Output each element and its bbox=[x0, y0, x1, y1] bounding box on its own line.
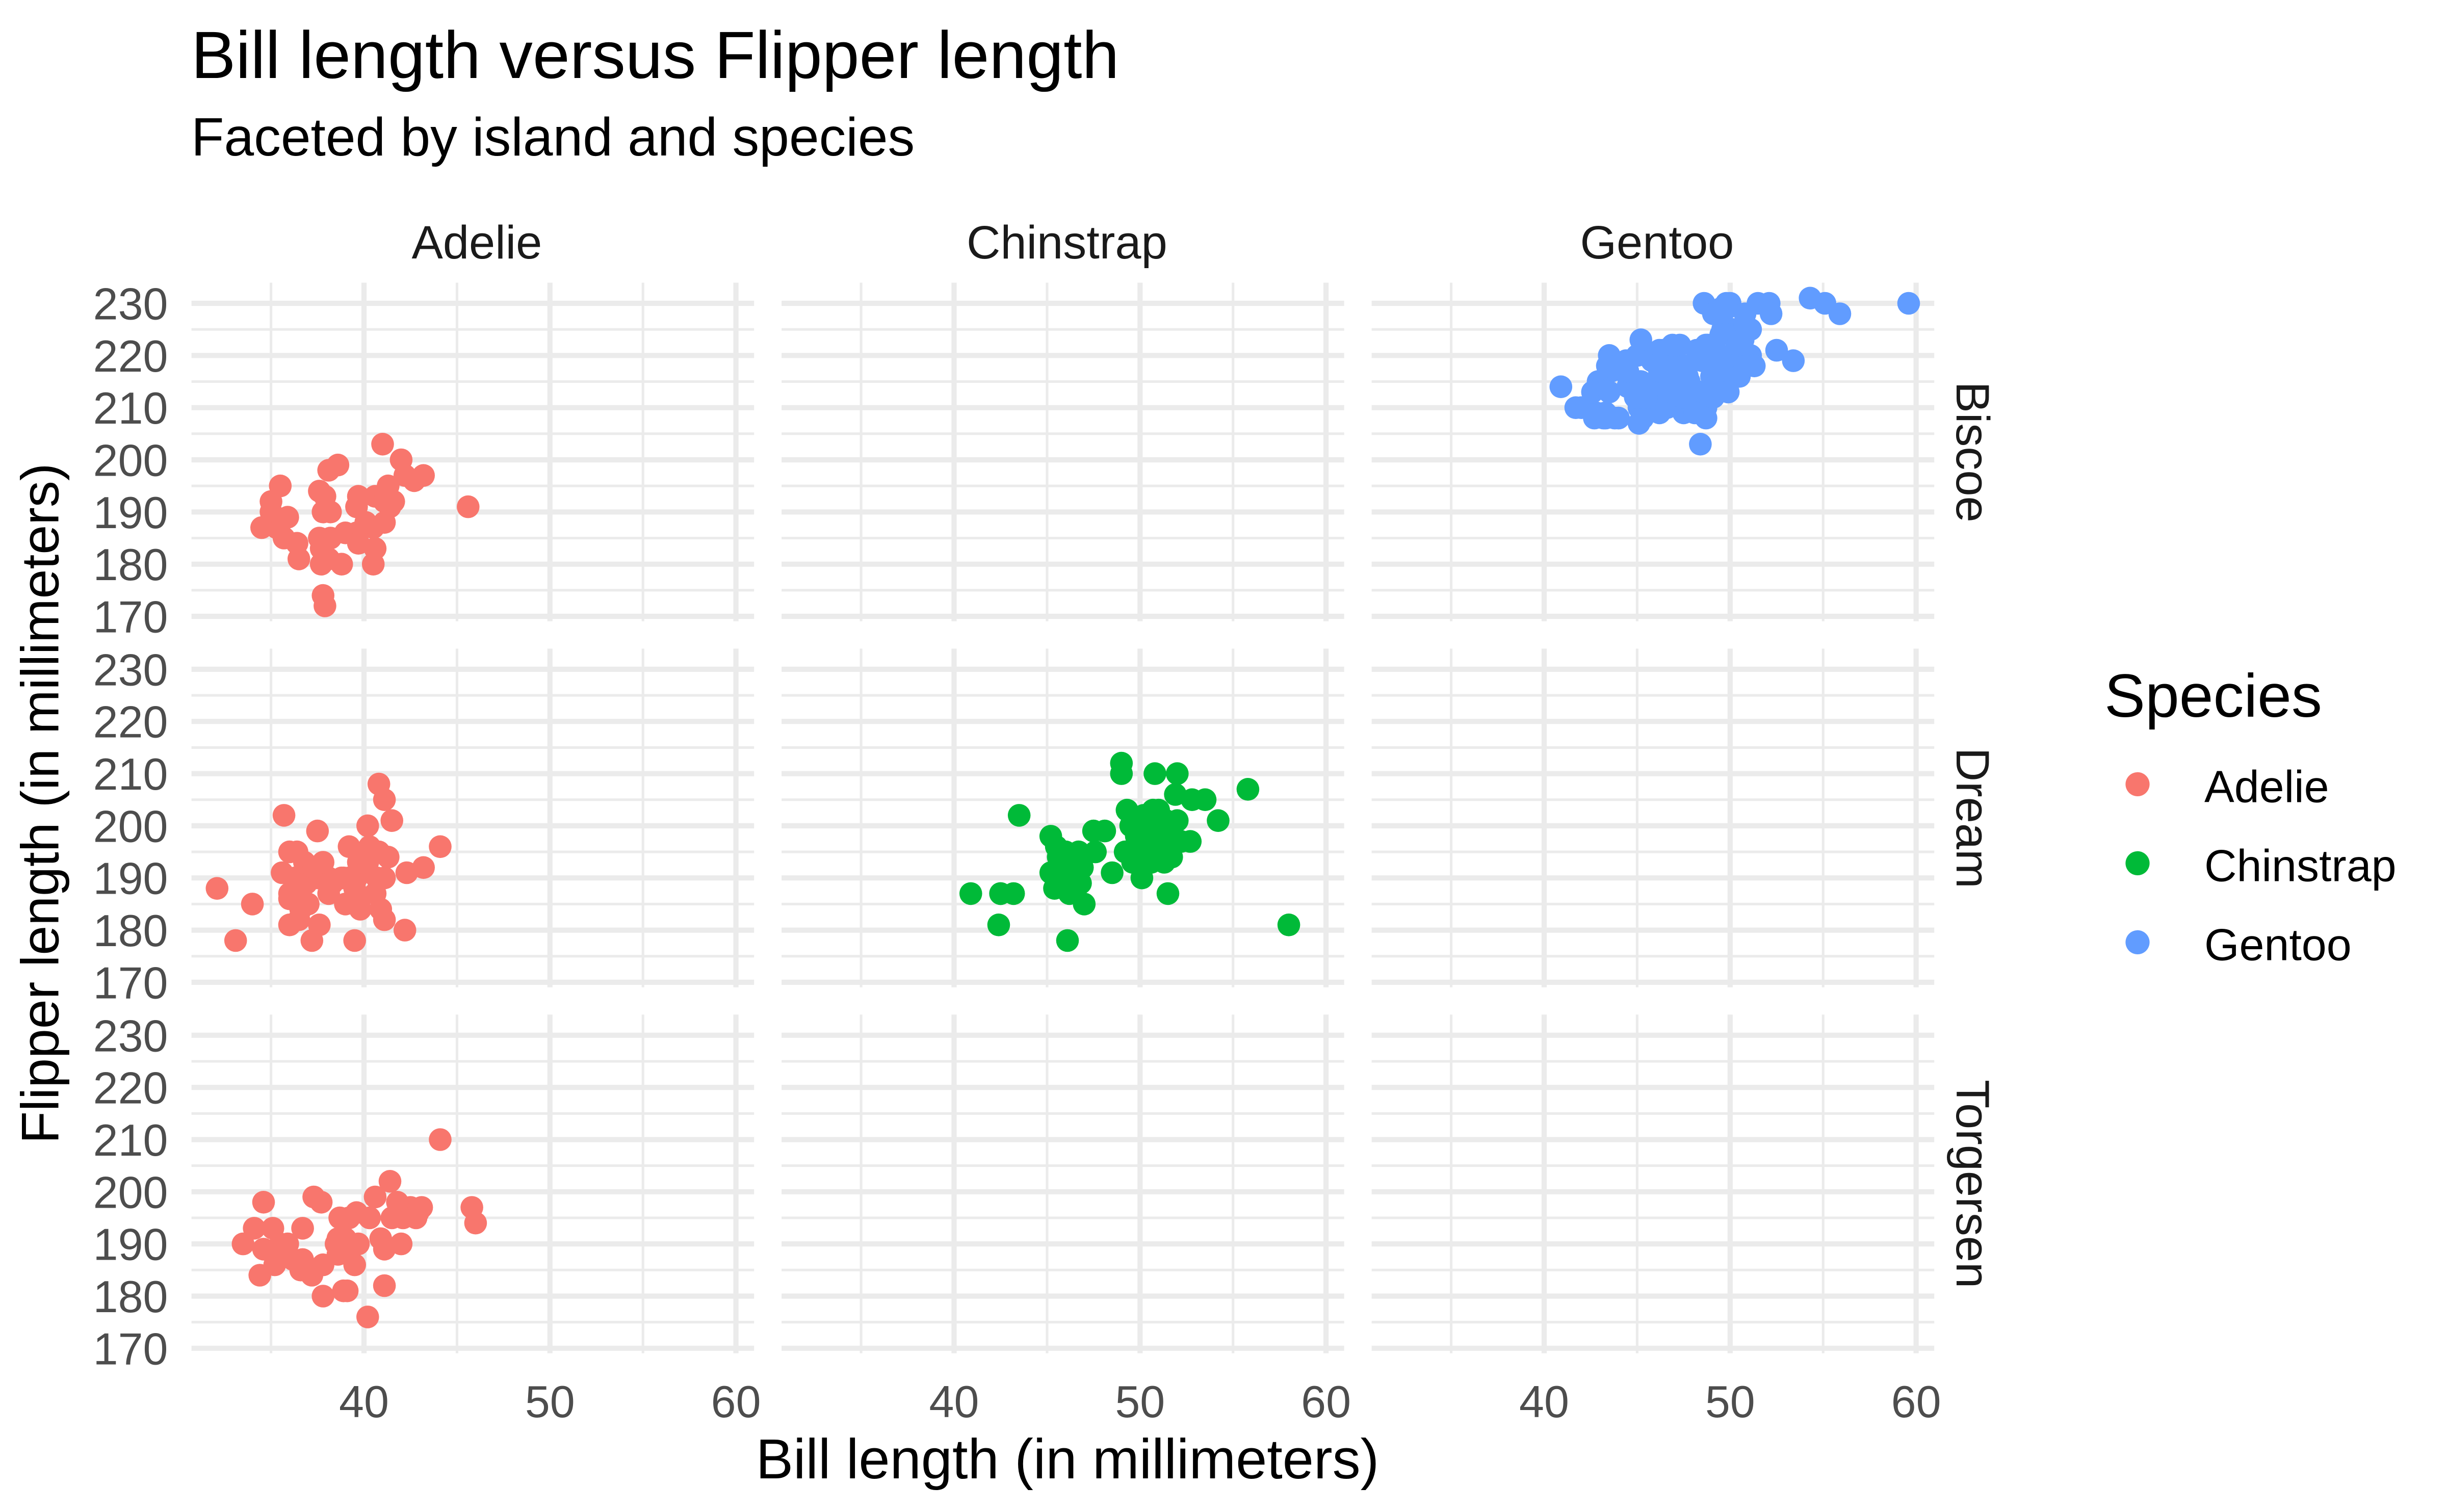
svg-text:50: 50 bbox=[1705, 1376, 1755, 1427]
svg-text:210: 210 bbox=[93, 749, 168, 799]
svg-text:40: 40 bbox=[339, 1376, 389, 1427]
svg-text:Biscoe: Biscoe bbox=[1946, 382, 1998, 523]
svg-text:Faceted by island and species: Faceted by island and species bbox=[191, 107, 915, 167]
svg-text:230: 230 bbox=[93, 1010, 168, 1061]
svg-text:Gentoo: Gentoo bbox=[2204, 919, 2352, 970]
svg-text:Bill length versus Flipper len: Bill length versus Flipper length bbox=[191, 17, 1119, 92]
svg-text:Adelie: Adelie bbox=[2204, 761, 2329, 812]
svg-text:190: 190 bbox=[93, 853, 168, 904]
svg-text:220: 220 bbox=[93, 697, 168, 747]
svg-text:220: 220 bbox=[93, 1063, 168, 1113]
svg-text:200: 200 bbox=[93, 801, 168, 851]
svg-text:Dream: Dream bbox=[1946, 748, 1998, 889]
svg-text:60: 60 bbox=[1891, 1376, 1941, 1427]
svg-text:180: 180 bbox=[93, 905, 168, 956]
svg-text:Chinstrap: Chinstrap bbox=[967, 217, 1167, 269]
svg-text:230: 230 bbox=[93, 644, 168, 695]
svg-text:Torgersen: Torgersen bbox=[1946, 1080, 1998, 1288]
svg-text:210: 210 bbox=[93, 1115, 168, 1165]
svg-text:40: 40 bbox=[1519, 1376, 1569, 1427]
svg-text:50: 50 bbox=[1115, 1376, 1165, 1427]
svg-text:Species: Species bbox=[2104, 662, 2322, 730]
svg-text:Adelie: Adelie bbox=[412, 217, 542, 269]
svg-text:50: 50 bbox=[525, 1376, 575, 1427]
svg-text:60: 60 bbox=[1301, 1376, 1351, 1427]
svg-text:180: 180 bbox=[93, 1271, 168, 1322]
svg-text:170: 170 bbox=[93, 592, 168, 642]
svg-text:60: 60 bbox=[711, 1376, 761, 1427]
svg-text:Gentoo: Gentoo bbox=[1580, 217, 1734, 269]
svg-text:200: 200 bbox=[93, 435, 168, 486]
svg-text:170: 170 bbox=[93, 957, 168, 1008]
svg-text:210: 210 bbox=[93, 383, 168, 433]
svg-text:190: 190 bbox=[93, 487, 168, 538]
svg-text:170: 170 bbox=[93, 1323, 168, 1374]
svg-text:230: 230 bbox=[93, 279, 168, 329]
svg-text:40: 40 bbox=[929, 1376, 979, 1427]
svg-text:Bill length (in millimeters): Bill length (in millimeters) bbox=[756, 1428, 1379, 1491]
svg-text:220: 220 bbox=[93, 331, 168, 381]
svg-text:Flipper length (in millimeters: Flipper length (in millimeters) bbox=[11, 463, 70, 1143]
svg-text:180: 180 bbox=[93, 539, 168, 590]
svg-text:190: 190 bbox=[93, 1219, 168, 1270]
svg-text:200: 200 bbox=[93, 1167, 168, 1217]
svg-text:Chinstrap: Chinstrap bbox=[2204, 840, 2397, 891]
